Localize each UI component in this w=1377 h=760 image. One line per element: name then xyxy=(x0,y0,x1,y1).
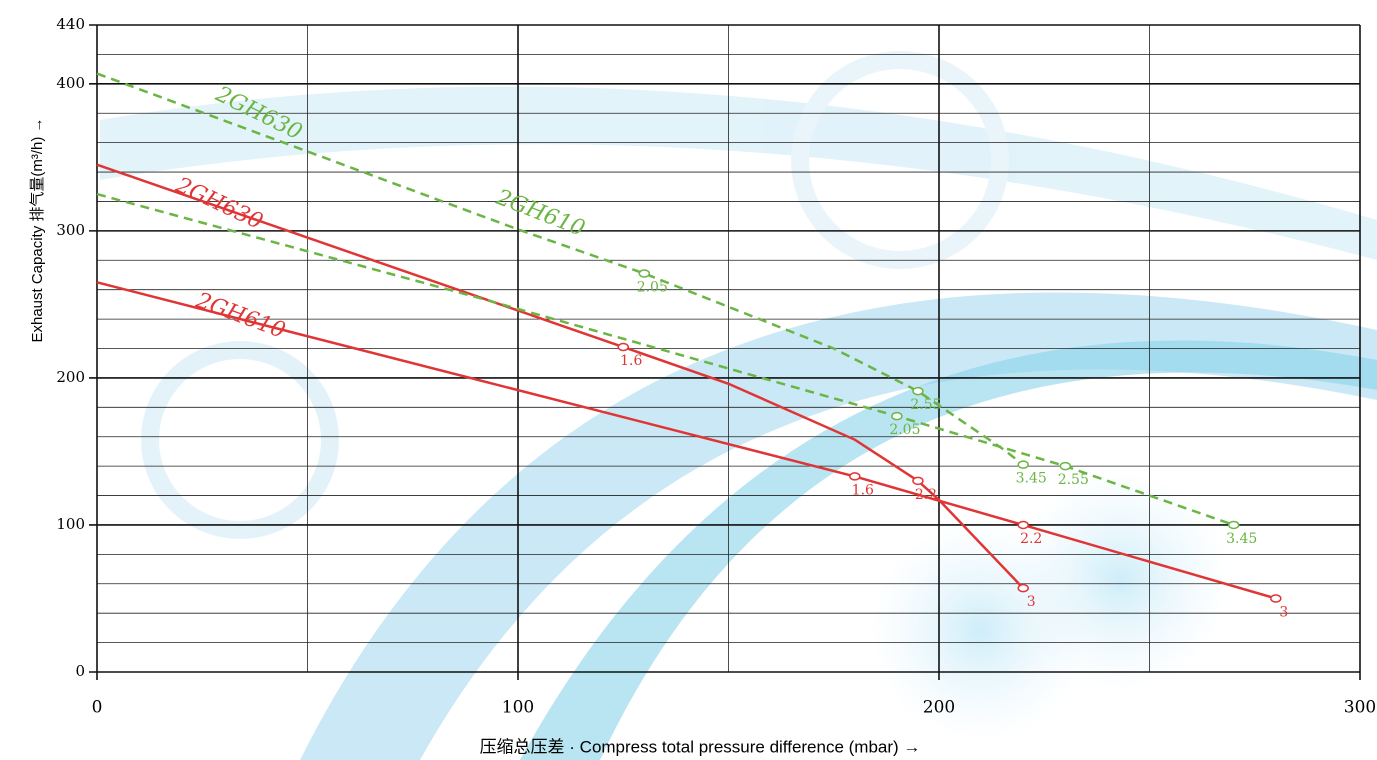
point-marker xyxy=(1017,520,1029,530)
point-marker xyxy=(912,386,924,396)
point-label: 3 xyxy=(1027,594,1036,610)
point-label: 3.45 xyxy=(1226,531,1257,547)
y-tick-label: 200 xyxy=(56,368,85,386)
x-tick-label: 0 xyxy=(92,698,103,718)
y-tick-label: 100 xyxy=(56,515,85,533)
x-tick-label: 200 xyxy=(923,698,955,718)
point-marker xyxy=(1270,594,1282,603)
point-label: 2.2 xyxy=(1020,531,1042,547)
y-tick-label: 0 xyxy=(75,662,85,680)
y-tick-label: 400 xyxy=(56,74,85,92)
line xyxy=(96,281,1277,600)
point-label: 1.6 xyxy=(620,353,642,369)
x-tick-label: 300 xyxy=(1344,698,1376,718)
point-marker xyxy=(617,342,629,352)
point-label: 1.6 xyxy=(852,482,874,498)
y-tick-label: 440 xyxy=(56,15,85,33)
point-marker xyxy=(891,411,903,421)
point-marker xyxy=(1017,460,1029,469)
point-marker xyxy=(1227,520,1240,530)
point-marker xyxy=(1059,461,1072,471)
point-label: 3.45 xyxy=(1016,471,1047,487)
point-marker xyxy=(849,472,861,481)
line xyxy=(96,72,1024,466)
series-label: 2GH630 xyxy=(171,172,266,234)
x-axis-label: 压缩总压差 · Compress total pressure differen… xyxy=(480,737,921,756)
point-label: 3 xyxy=(1279,604,1288,620)
y-axis-label: Exhaust Capacity 排气量(m³/h) → xyxy=(29,117,46,342)
point-label: 2.05 xyxy=(889,422,920,438)
background-decoration xyxy=(100,51,1377,760)
point-marker xyxy=(638,269,651,278)
point-label: 2.55 xyxy=(910,397,941,413)
point-label: 2.55 xyxy=(1058,472,1089,488)
series-label: 2GH610 xyxy=(492,185,588,242)
series-label: 2GH610 xyxy=(192,288,289,344)
point-label: 2.05 xyxy=(637,280,668,296)
point-label: 2.2 xyxy=(915,487,937,503)
y-tick-label: 300 xyxy=(56,221,85,239)
x-tick-label: 100 xyxy=(502,698,534,718)
point-marker xyxy=(912,476,924,486)
point-marker xyxy=(1017,583,1029,593)
